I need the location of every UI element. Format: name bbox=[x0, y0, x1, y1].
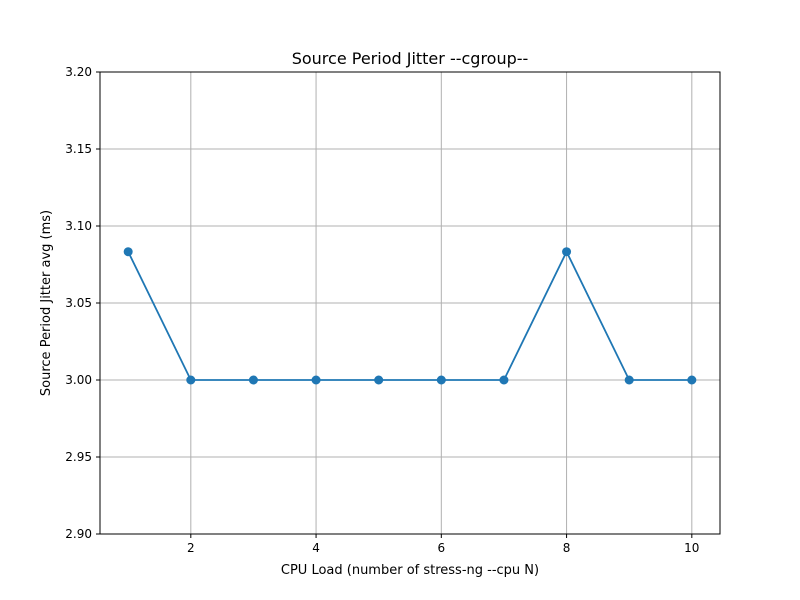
data-point bbox=[436, 375, 446, 385]
y-tick-label: 3.05 bbox=[65, 296, 92, 310]
data-point bbox=[123, 247, 133, 257]
y-tick-label: 3.15 bbox=[65, 142, 92, 156]
y-tick-label: 3.10 bbox=[65, 219, 92, 233]
data-point bbox=[624, 375, 634, 385]
series-line bbox=[127, 250, 692, 381]
axis-ticks: 2 4 6 8 10 2.90 2.95 3.00 3.05 3.10 3.15 3.20 bbox=[65, 65, 699, 555]
x-tick-label: 8 bbox=[563, 541, 571, 555]
data-point bbox=[562, 247, 572, 257]
x-tick-label: 10 bbox=[684, 541, 699, 555]
y-tick-label: 2.95 bbox=[65, 450, 92, 464]
data-point bbox=[311, 375, 321, 385]
data-point bbox=[499, 375, 509, 385]
data-point bbox=[687, 375, 697, 385]
y-axis-label: Source Period Jitter avg (ms) bbox=[39, 210, 54, 396]
data-point bbox=[248, 375, 258, 385]
plot-frame bbox=[99, 71, 721, 535]
chart-title: Source Period Jitter --cgroup-- bbox=[292, 49, 529, 68]
x-axis-label: CPU Load (number of stress-ng --cpu N) bbox=[281, 563, 539, 578]
data-point bbox=[186, 375, 196, 385]
y-tick-label: 2.90 bbox=[65, 527, 92, 541]
y-tick-label: 3.00 bbox=[65, 373, 92, 387]
x-tick-label: 6 bbox=[437, 541, 445, 555]
series-group bbox=[123, 247, 697, 385]
data-point bbox=[374, 375, 384, 385]
x-tick-label: 2 bbox=[187, 541, 195, 555]
y-tick-label: 3.20 bbox=[65, 65, 92, 79]
x-tick-label: 4 bbox=[312, 541, 320, 555]
